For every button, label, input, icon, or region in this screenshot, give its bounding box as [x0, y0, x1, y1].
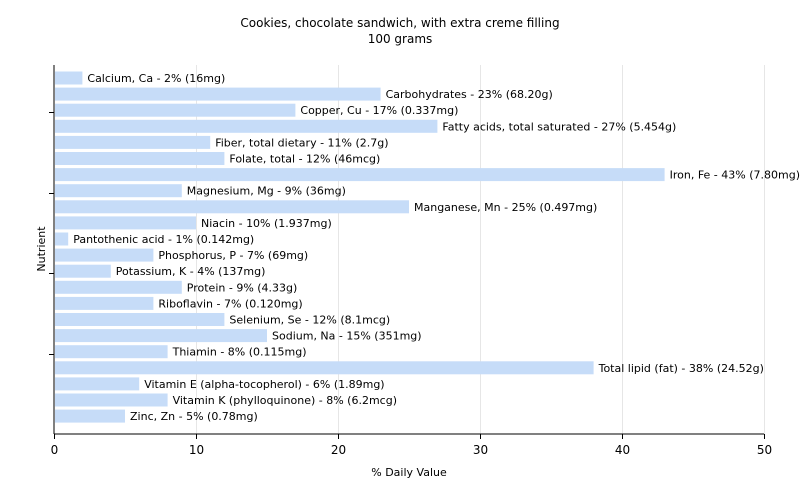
x-tick-label: 30 [473, 443, 488, 457]
x-tick-label: 10 [189, 443, 204, 457]
bar-label: Selenium, Se - 12% (8.1mcg) [229, 314, 390, 327]
bar [55, 232, 69, 246]
bar-label: Vitamin K (phylloquinone) - 8% (6.2mcg) [173, 394, 397, 407]
bar [55, 377, 140, 391]
bar-label: Niacin - 10% (1.937mg) [201, 217, 332, 230]
chart-subtitle: 100 grams [367, 32, 433, 46]
bar [55, 345, 168, 359]
bar-label: Calcium, Ca - 2% (16mg) [87, 72, 225, 85]
bar [55, 393, 168, 407]
x-tick-label: 40 [615, 443, 630, 457]
bar-label: Phosphorus, P - 7% (69mg) [158, 249, 308, 262]
bar [55, 313, 225, 326]
bar [55, 296, 154, 310]
bar [55, 184, 182, 198]
bar [55, 168, 665, 182]
x-tick-label: 50 [757, 443, 772, 457]
bar-label: Iron, Fe - 43% (7.80mg) [670, 169, 800, 182]
bar-label: Vitamin E (alpha-tocopherol) - 6% (1.89m… [144, 378, 384, 391]
bar-label: Fatty acids, total saturated - 27% (5.45… [442, 120, 676, 133]
chart-title-block: Cookies, chocolate sandwich, with extra … [0, 15, 800, 47]
bar [55, 409, 125, 423]
x-axis-title: % Daily Value [371, 466, 447, 479]
x-tick-label: 0 [51, 443, 59, 457]
chart-title: Cookies, chocolate sandwich, with extra … [240, 16, 560, 30]
bar [55, 71, 83, 85]
bar [55, 329, 267, 343]
bar [55, 361, 594, 375]
bar [55, 135, 211, 149]
bar [55, 119, 438, 133]
bar-label: Zinc, Zn - 5% (0.78mg) [130, 410, 258, 423]
bar-label: Pantothenic acid - 1% (0.142mg) [73, 233, 254, 246]
x-tick-label: 20 [331, 443, 346, 457]
bar-label: Total lipid (fat) - 38% (24.52g) [598, 362, 764, 375]
bar [55, 280, 182, 294]
bar-label: Riboflavin - 7% (0.120mg) [158, 297, 302, 310]
bar-label: Folate, total - 12% (46mcg) [229, 153, 380, 166]
axes [53, 65, 764, 435]
bars [55, 71, 665, 423]
y-axis-title: Nutrient [35, 226, 48, 272]
bar [55, 200, 409, 214]
bar [55, 87, 381, 101]
bar-label: Copper, Cu - 17% (0.337mg) [300, 104, 458, 117]
bar-label: Thiamin - 8% (0.115mg) [172, 346, 307, 359]
bar-labels: Calcium, Ca - 2% (16mg) Carbohydrates - 2… [73, 72, 800, 423]
bar-label: Magnesium, Mg - 9% (36mg) [187, 185, 346, 198]
bar [55, 216, 196, 230]
bar-label: Protein - 9% (4.33g) [187, 281, 298, 294]
bar [55, 152, 225, 165]
bar-label: Manganese, Mn - 25% (0.497mg) [414, 201, 597, 214]
bar [55, 103, 296, 117]
bar [55, 264, 111, 278]
bar-label: Potassium, K - 4% (137mg) [116, 265, 266, 278]
bar-label: Carbohydrates - 23% (68.20g) [386, 88, 553, 101]
bar-label: Sodium, Na - 15% (351mg) [272, 330, 422, 343]
bar-label: Fiber, total dietary - 11% (2.7g) [215, 136, 388, 149]
x-axis-ticks: 0 10 20 30 40 50 [49, 112, 772, 457]
bar [55, 248, 154, 262]
